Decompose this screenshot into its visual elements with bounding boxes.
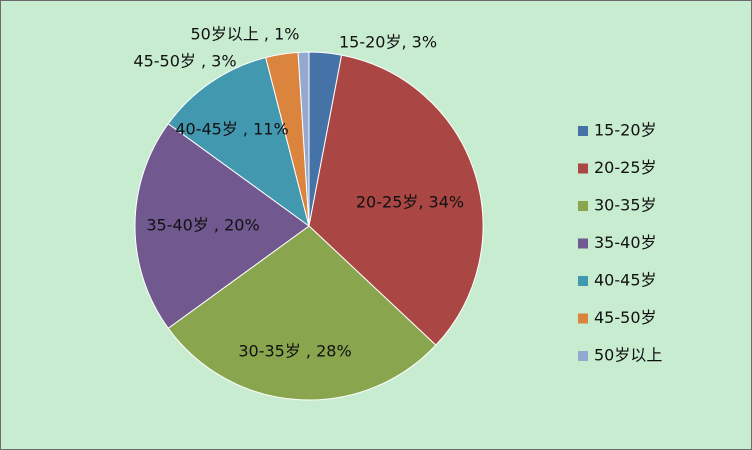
data-label: 15-20岁, 3%: [339, 33, 437, 52]
legend-label: 30-35岁: [594, 196, 657, 215]
pie-slice: [308, 54, 484, 346]
data-label: 30-35岁 , 28%: [238, 342, 351, 361]
data-label: 40-45岁 , 11%: [175, 120, 288, 139]
data-label: 45-50岁 , 3%: [133, 52, 236, 71]
pie-slice: [167, 225, 437, 401]
pie-slice: [297, 51, 310, 227]
data-label: 20-25岁, 34%: [356, 193, 464, 212]
pie-slice: [167, 56, 310, 228]
legend-swatch: [578, 351, 588, 361]
legend-label: 40-45岁: [594, 271, 657, 290]
data-label: 35-40岁 , 20%: [146, 216, 259, 235]
legend-swatch: [578, 201, 588, 211]
legend-swatch: [578, 163, 588, 174]
legend-swatch: [578, 313, 588, 324]
legend-label: 15-20岁: [594, 121, 657, 140]
legend-label: 50岁以上: [594, 346, 662, 365]
legend-swatch: [578, 238, 588, 249]
legend-label: 45-50岁: [594, 308, 657, 327]
legend-swatch: [578, 276, 588, 286]
pie-slice: [134, 123, 310, 329]
legend-swatch: [578, 126, 588, 136]
legend-label: 20-25岁: [594, 158, 657, 177]
data-label: 50岁以上 , 1%: [190, 25, 299, 44]
legend-label: 35-40岁: [594, 233, 657, 252]
